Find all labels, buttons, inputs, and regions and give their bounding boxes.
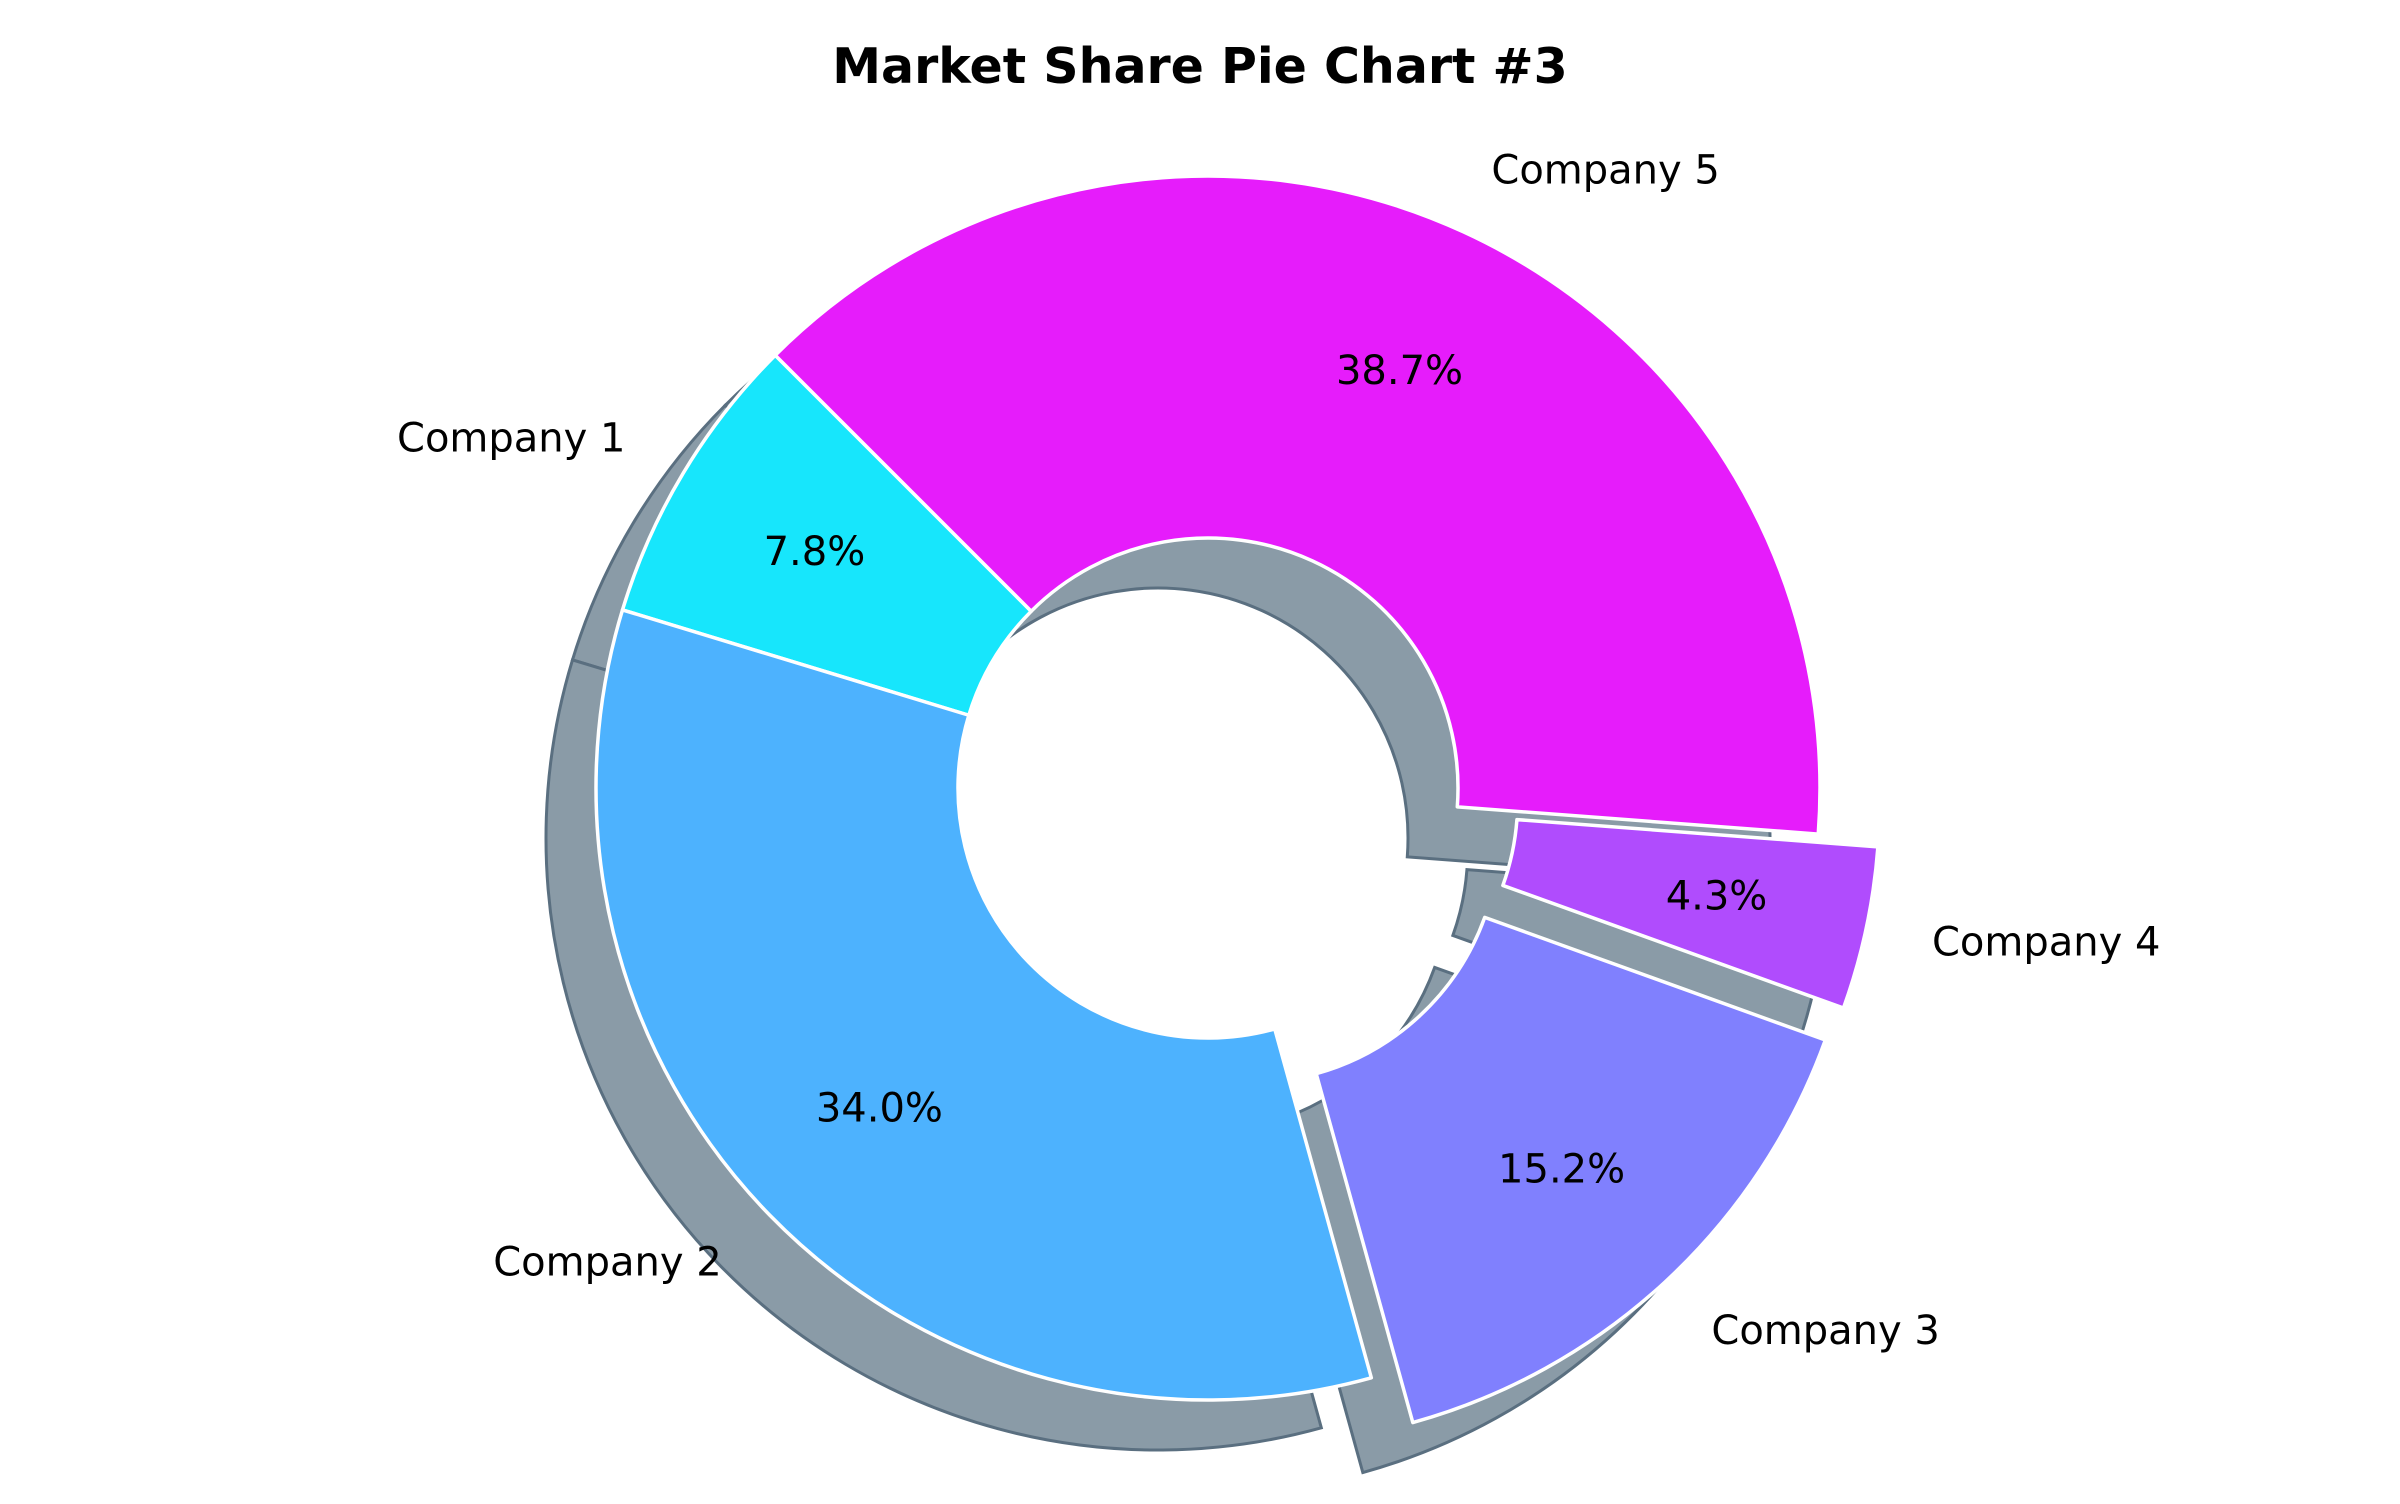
value-label-company-1: 7.8% (764, 529, 866, 575)
wedge-company-4 (1501, 817, 1880, 1010)
category-label-company-2: Company 2 (493, 1239, 721, 1285)
category-label-company-1: Company 1 (397, 416, 625, 462)
value-label-company-4: 4.3% (1666, 874, 1768, 920)
wedge-layer (594, 174, 1880, 1425)
value-label-company-2: 34.0% (816, 1086, 943, 1132)
category-label-company-5: Company 5 (1491, 148, 1719, 194)
category-label-company-3: Company 3 (1711, 1308, 1939, 1354)
wedge-company-2 (594, 608, 1374, 1402)
value-label-company-5: 38.7% (1336, 348, 1463, 394)
label-layer: Company 1 7.8% Company 2 34.0% Company 3 15.2… (397, 148, 2160, 1354)
chart-title: Market Share Pie Chart #3 (832, 38, 1568, 95)
wedge-company-3 (1314, 915, 1828, 1425)
value-label-company-3: 15.2% (1498, 1146, 1625, 1192)
wedge-company-5 (773, 174, 1822, 836)
wedge-company-1 (620, 353, 1033, 717)
category-label-company-4: Company 4 (1932, 920, 2160, 966)
